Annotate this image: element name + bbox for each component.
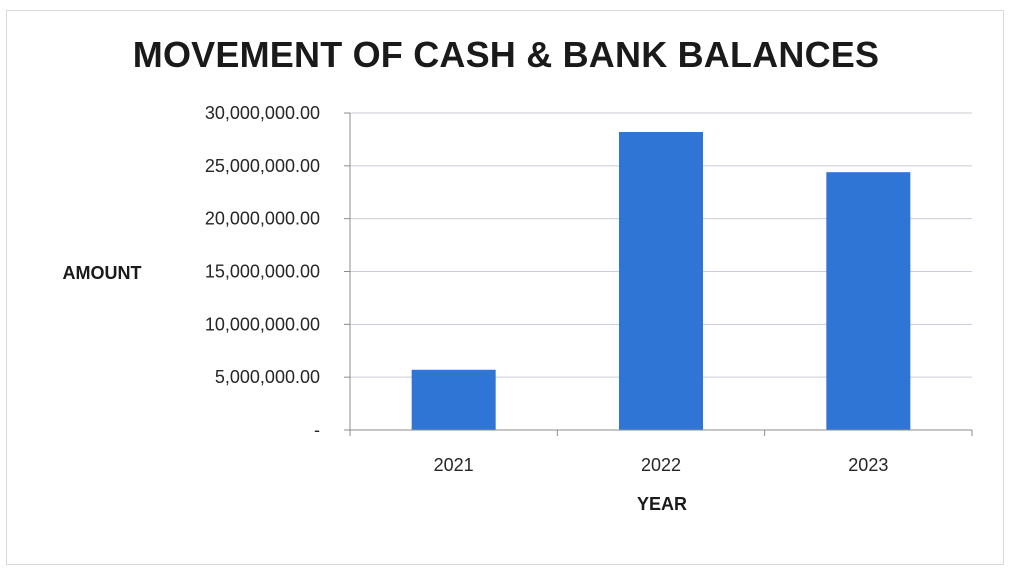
bars — [411, 132, 911, 430]
y-tick-label: 5,000,000.00 — [215, 367, 320, 387]
chart-title: MOVEMENT OF CASH & BANK BALANCES — [132, 34, 880, 75]
x-axis-label: YEAR — [637, 494, 687, 514]
x-axis: 2021 2022 2023 — [349, 429, 973, 475]
y-tick-label: 20,000,000.00 — [205, 209, 320, 229]
y-axis-label: AMOUNT — [63, 263, 142, 283]
bar-2023 — [826, 172, 911, 430]
x-tick-label: 2021 — [434, 455, 474, 475]
y-tick-label: 25,000,000.00 — [205, 156, 320, 176]
y-tick-label: - — [314, 420, 320, 440]
bar-2021 — [411, 369, 496, 430]
bar-2022 — [619, 132, 703, 430]
y-axis-ticks: - 5,000,000.00 10,000,000.00 15,000,000.00 2… — [205, 103, 351, 440]
y-tick-label: 15,000,000.00 — [205, 262, 320, 282]
x-tick-label: 2023 — [848, 455, 888, 475]
y-tick-label: 30,000,000.00 — [205, 103, 320, 123]
y-tick-label: 10,000,000.00 — [205, 314, 320, 334]
x-tick-label: 2022 — [641, 455, 681, 475]
